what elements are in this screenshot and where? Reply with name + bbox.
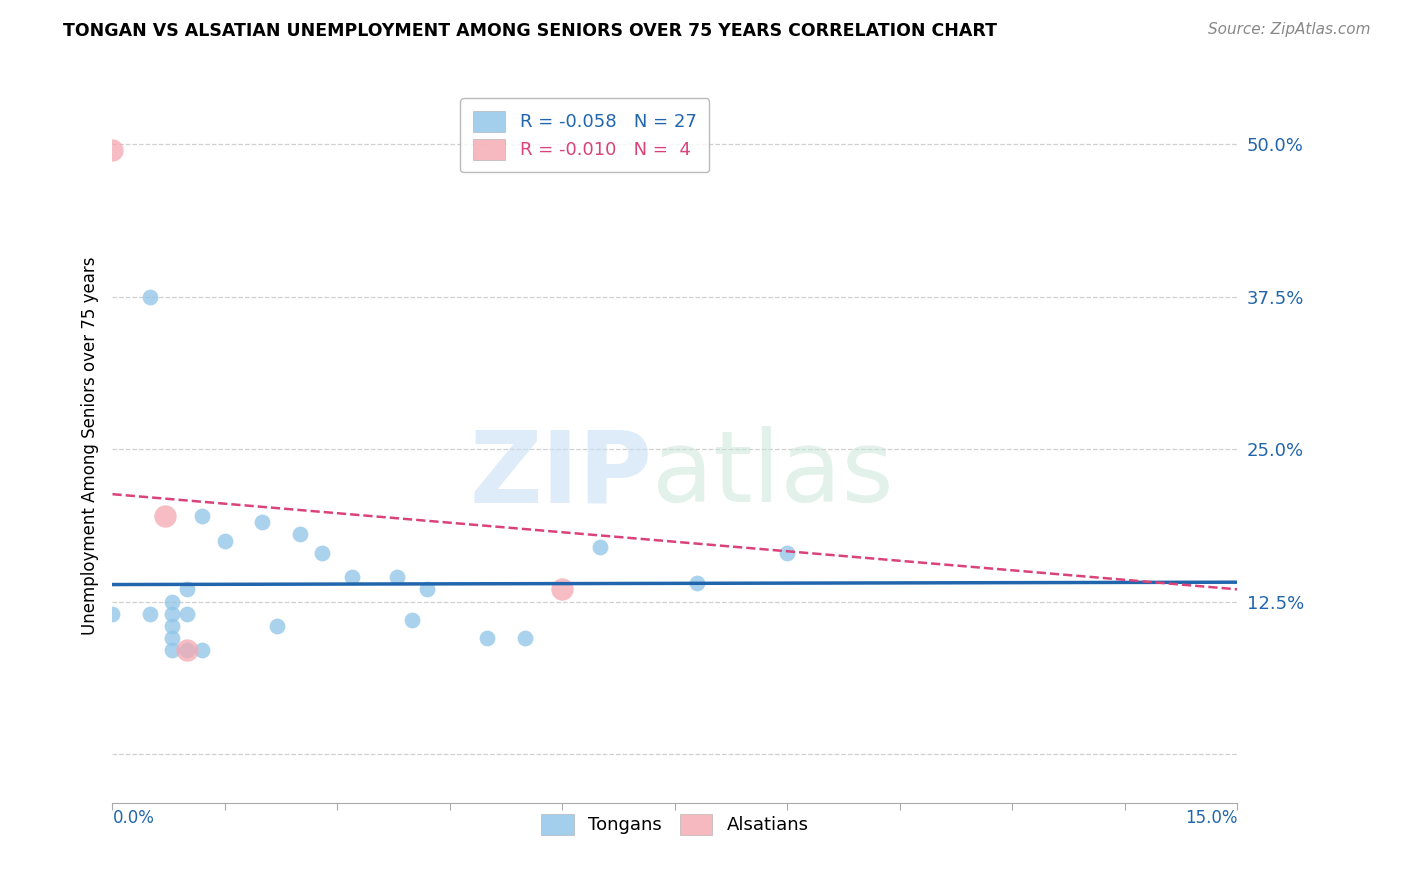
Text: 15.0%: 15.0% bbox=[1185, 809, 1237, 827]
Text: ZIP: ZIP bbox=[470, 426, 652, 523]
Point bbox=[162, 619, 184, 633]
Point bbox=[176, 643, 198, 657]
Point bbox=[416, 582, 439, 597]
Point bbox=[776, 546, 799, 560]
Text: Source: ZipAtlas.com: Source: ZipAtlas.com bbox=[1208, 22, 1371, 37]
Point bbox=[139, 289, 162, 303]
Text: 0.0%: 0.0% bbox=[112, 809, 155, 827]
Point bbox=[162, 643, 184, 657]
Point bbox=[101, 143, 124, 157]
Point bbox=[551, 582, 574, 597]
Point bbox=[387, 570, 409, 584]
Point bbox=[342, 570, 364, 584]
Y-axis label: Unemployment Among Seniors over 75 years: Unemployment Among Seniors over 75 years bbox=[80, 257, 98, 635]
Point bbox=[589, 540, 612, 554]
Point bbox=[214, 533, 236, 548]
Point bbox=[162, 594, 184, 608]
Point bbox=[288, 527, 311, 541]
Point bbox=[139, 607, 162, 621]
Point bbox=[311, 546, 333, 560]
Point bbox=[162, 631, 184, 645]
Point bbox=[162, 607, 184, 621]
Point bbox=[513, 631, 536, 645]
Point bbox=[101, 607, 124, 621]
Point bbox=[266, 619, 288, 633]
Point bbox=[176, 582, 198, 597]
Text: TONGAN VS ALSATIAN UNEMPLOYMENT AMONG SENIORS OVER 75 YEARS CORRELATION CHART: TONGAN VS ALSATIAN UNEMPLOYMENT AMONG SE… bbox=[63, 22, 997, 40]
Point bbox=[191, 643, 214, 657]
Point bbox=[477, 631, 499, 645]
Point bbox=[252, 515, 274, 529]
Point bbox=[176, 643, 198, 657]
Legend: Tongans, Alsatians: Tongans, Alsatians bbox=[531, 805, 818, 844]
Point bbox=[686, 576, 709, 591]
Point bbox=[191, 509, 214, 524]
Point bbox=[153, 509, 176, 524]
Point bbox=[401, 613, 423, 627]
Point bbox=[176, 607, 198, 621]
Text: atlas: atlas bbox=[652, 426, 894, 523]
